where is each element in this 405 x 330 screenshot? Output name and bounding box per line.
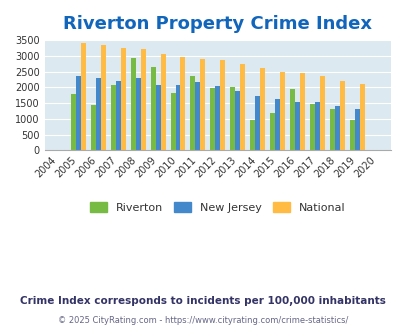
- Bar: [96, 78, 100, 150]
- Text: Crime Index corresponds to incidents per 100,000 inhabitants: Crime Index corresponds to incidents per…: [20, 296, 385, 306]
- Bar: [269, 113, 274, 150]
- Bar: [309, 104, 314, 150]
- Bar: [279, 72, 284, 150]
- Bar: [210, 88, 215, 150]
- Bar: [140, 50, 145, 150]
- Text: © 2025 CityRating.com - https://www.cityrating.com/crime-statistics/: © 2025 CityRating.com - https://www.city…: [58, 316, 347, 325]
- Bar: [120, 48, 126, 150]
- Bar: [71, 94, 76, 150]
- Bar: [155, 85, 160, 150]
- Bar: [130, 58, 135, 150]
- Bar: [91, 105, 96, 150]
- Bar: [329, 109, 334, 150]
- Bar: [334, 106, 339, 150]
- Bar: [100, 45, 106, 150]
- Bar: [200, 59, 205, 150]
- Bar: [359, 84, 364, 150]
- Bar: [160, 54, 165, 150]
- Bar: [354, 109, 359, 150]
- Bar: [230, 87, 234, 150]
- Bar: [294, 102, 299, 150]
- Bar: [274, 99, 279, 150]
- Title: Riverton Property Crime Index: Riverton Property Crime Index: [63, 15, 371, 33]
- Bar: [215, 86, 220, 150]
- Bar: [254, 96, 260, 150]
- Bar: [249, 119, 254, 150]
- Bar: [76, 76, 81, 150]
- Bar: [135, 78, 140, 150]
- Bar: [111, 85, 115, 150]
- Bar: [319, 76, 324, 150]
- Bar: [195, 82, 200, 150]
- Bar: [260, 68, 264, 150]
- Bar: [234, 91, 240, 150]
- Legend: Riverton, New Jersey, National: Riverton, New Jersey, National: [86, 198, 349, 217]
- Bar: [299, 73, 304, 150]
- Bar: [175, 85, 180, 150]
- Bar: [220, 60, 225, 150]
- Bar: [339, 81, 344, 150]
- Bar: [115, 81, 120, 150]
- Bar: [190, 76, 195, 150]
- Bar: [314, 102, 319, 150]
- Bar: [150, 67, 155, 150]
- Bar: [289, 88, 294, 150]
- Bar: [170, 93, 175, 150]
- Bar: [240, 64, 245, 150]
- Bar: [81, 43, 86, 150]
- Bar: [180, 57, 185, 150]
- Bar: [349, 120, 354, 150]
